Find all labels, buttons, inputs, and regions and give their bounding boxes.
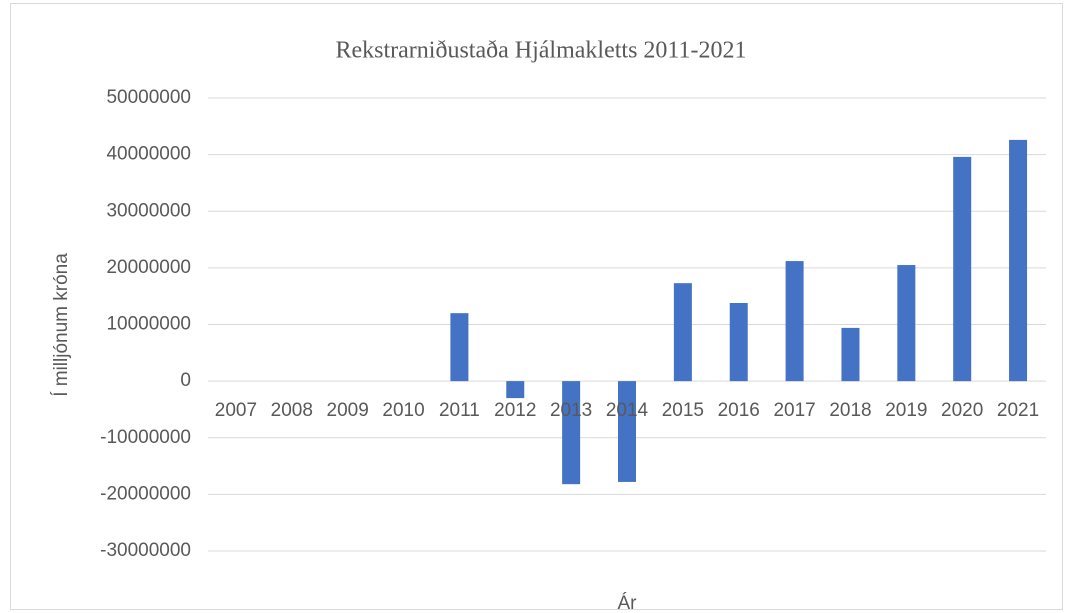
y-tick-label: 50000000: [106, 87, 191, 108]
y-tick-label: 40000000: [106, 144, 191, 165]
bar: [673, 283, 692, 382]
x-tick-label: 2017: [773, 400, 815, 421]
x-tick-label: 2021: [997, 400, 1039, 421]
bar: [1009, 139, 1028, 382]
x-tick-label: 2010: [382, 400, 424, 421]
bar: [841, 327, 860, 382]
bar: [562, 381, 581, 485]
y-tick-label: 10000000: [106, 314, 191, 335]
y-tick-label: 20000000: [106, 257, 191, 278]
bar: [897, 265, 916, 382]
x-axis-title: Ár: [618, 593, 638, 613]
bar: [953, 156, 972, 382]
x-tick-label: 2013: [550, 400, 592, 421]
bar: [729, 302, 748, 382]
y-tick-label: 0: [180, 370, 191, 391]
x-tick-label: 2007: [215, 400, 257, 421]
bar: [785, 261, 804, 382]
x-tick-label: 2016: [718, 400, 760, 421]
x-tick-label: 2015: [662, 400, 704, 421]
y-axis-title: Í milljónum króna: [51, 253, 72, 397]
x-tick-label: 2012: [494, 400, 536, 421]
y-tick-label: -20000000: [100, 483, 191, 504]
y-tick-label: 30000000: [106, 200, 191, 221]
x-tick-label: 2019: [885, 400, 927, 421]
x-tick-label: 2020: [941, 400, 983, 421]
x-tick-label: 2014: [606, 400, 649, 421]
y-tick-label: -30000000: [100, 540, 191, 561]
x-tick-label: 2009: [327, 400, 369, 421]
chart-title: Rekstrarniðustaða Hjálmakletts 2011-2021: [335, 38, 746, 64]
bar: [506, 381, 525, 399]
y-tick-label: -10000000: [100, 427, 191, 448]
chart-border: [10, 3, 1063, 610]
x-tick-label: 2011: [439, 400, 480, 421]
bar: [618, 381, 636, 482]
x-tick-label: 2008: [271, 400, 313, 421]
x-tick-label: 2018: [829, 400, 871, 421]
bar: [450, 313, 469, 382]
